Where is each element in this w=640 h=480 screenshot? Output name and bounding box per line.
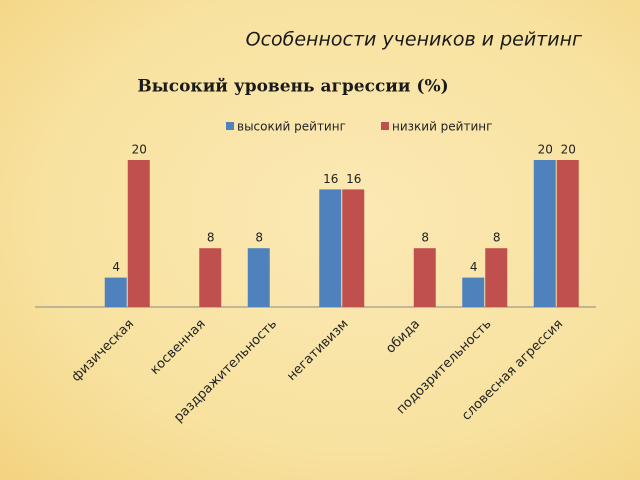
value-label: 16 xyxy=(323,172,338,186)
bar xyxy=(413,248,436,307)
value-label: 20 xyxy=(538,143,553,157)
value-label: 8 xyxy=(255,231,263,245)
legend-swatch xyxy=(381,122,389,130)
value-label: 8 xyxy=(421,231,429,245)
value-label: 20 xyxy=(561,143,576,157)
legend-label: высокий рейтинг xyxy=(237,120,346,134)
bar xyxy=(199,248,222,307)
value-label: 4 xyxy=(470,260,478,274)
value-label: 8 xyxy=(207,231,215,245)
chart-title: Высокий уровень агрессии (%) xyxy=(137,77,448,97)
legend-swatch xyxy=(226,122,234,130)
bar xyxy=(127,160,150,307)
value-label: 16 xyxy=(346,172,361,186)
bar xyxy=(485,248,508,307)
value-label: 4 xyxy=(112,260,120,274)
bar xyxy=(462,277,485,307)
value-label: 8 xyxy=(493,231,501,245)
value-label: 20 xyxy=(132,143,147,157)
legend-label: низкий рейтинг xyxy=(392,120,492,134)
bar xyxy=(342,189,365,307)
bar xyxy=(319,189,342,307)
bar xyxy=(104,277,127,307)
bar xyxy=(247,248,270,307)
bar xyxy=(533,160,556,307)
slide-title: Особенности учеников и рейтинг xyxy=(246,29,583,51)
bar xyxy=(556,160,579,307)
